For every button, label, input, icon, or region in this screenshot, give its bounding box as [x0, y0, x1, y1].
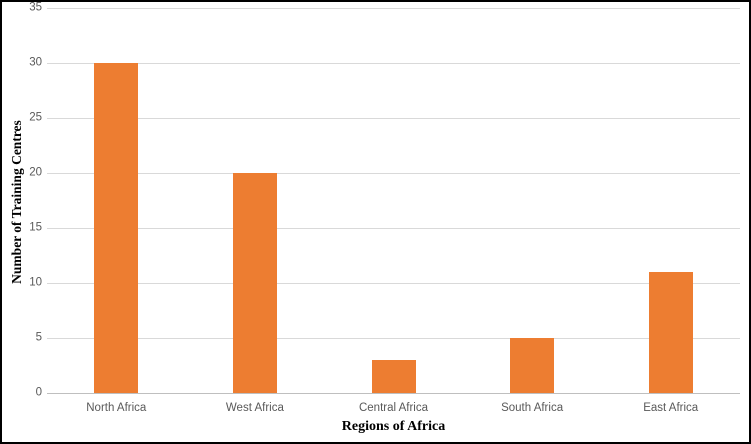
- x-category-label: East Africa: [643, 402, 699, 414]
- y-tick-label: 30: [29, 56, 42, 69]
- bar-south-africa: [510, 338, 555, 393]
- gridline: [47, 338, 740, 339]
- gridline: [47, 8, 740, 9]
- gridline: [47, 228, 740, 229]
- x-category-label: South Africa: [501, 402, 564, 414]
- bar-central-africa: [371, 360, 416, 393]
- y-tick-label: 5: [35, 331, 42, 344]
- x-axis-title: Regions of Africa: [341, 419, 446, 434]
- y-tick-label: 35: [29, 1, 42, 14]
- gridline: [47, 118, 740, 119]
- y-axis-title: Number of Training Centres: [9, 120, 24, 284]
- gridline: [47, 173, 740, 174]
- y-tick-label: 20: [29, 166, 42, 179]
- x-category-label: Central Africa: [358, 402, 428, 414]
- y-tick-label: 25: [29, 111, 42, 124]
- bar-west-africa: [232, 173, 277, 393]
- x-category-label: North Africa: [86, 402, 147, 414]
- y-tick-label: 10: [29, 276, 42, 289]
- gridline: [47, 63, 740, 64]
- y-tick-label: 15: [29, 221, 42, 234]
- bar-east-africa: [648, 272, 693, 393]
- x-category-label: West Africa: [225, 402, 284, 414]
- y-tick-label: 0: [35, 386, 42, 399]
- gridline: [47, 283, 740, 284]
- x-axis-line: [47, 393, 740, 394]
- bar-north-africa: [94, 63, 139, 393]
